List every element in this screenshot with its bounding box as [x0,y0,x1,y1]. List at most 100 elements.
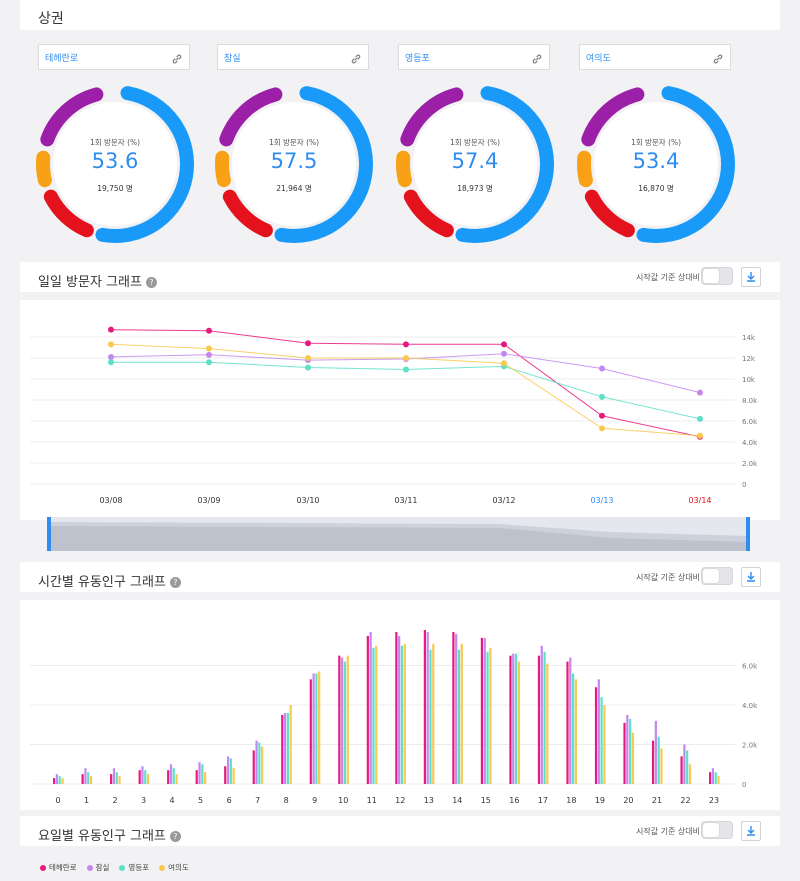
weekly-section-header [20,816,780,846]
legend-dot [119,865,126,871]
bar [138,770,141,784]
navigator-right-handle[interactable] [746,517,750,551]
bar [574,679,577,784]
help-icon[interactable]: ? [169,831,181,842]
legend-item[interactable]: 잠실 [86,863,109,872]
toggle-knob [703,569,719,583]
data-point [697,432,703,439]
y-tick-label: 12k [742,355,756,363]
area-header [20,0,780,30]
y-tick-label: 6.0k [742,663,758,671]
daily-relative-toggle[interactable] [701,267,733,285]
bar [460,643,463,784]
bar [654,720,657,784]
y-tick-label: 4.0k [742,702,758,710]
area-donut: 1회 방문자 (%) 57.5 21,964 명 [212,82,376,246]
first-visit-label: 1회 방문자 (%) [268,138,320,147]
area-tag-box[interactable]: 잠실 [217,44,369,70]
bar [175,774,178,784]
y-tick-label: 6.0k [742,418,758,426]
donut-segment-red [222,189,273,238]
y-tick-label: 0 [742,781,746,789]
bar [232,768,235,784]
area-tag-box[interactable]: 여의도 [579,44,731,70]
legend-dot [40,865,46,871]
bar [341,657,344,784]
daily-download-button[interactable] [741,267,761,287]
link-icon[interactable] [350,50,362,69]
bar [146,774,150,784]
legend-item[interactable]: 테헤란로 [40,863,77,872]
hourly-relative-toggle[interactable] [701,567,733,585]
navigator-left-handle[interactable] [47,517,51,551]
hourly-toggle-label: 시작값 기준 상대비 [636,573,700,582]
bar [84,768,87,784]
help-icon[interactable]: ? [145,277,157,288]
first-visit-percent: 57.5 [270,149,318,173]
donut-segment-blue [455,86,554,243]
link-icon[interactable] [171,50,183,69]
bar [603,705,606,784]
hourly-download-button[interactable] [741,567,761,587]
donut-segment-purple [581,87,645,147]
weekly-download-button[interactable] [741,821,761,841]
donut-segment-blue [274,86,373,243]
first-visit-label: 1회 방문자 (%) [449,138,501,147]
data-point [108,359,114,366]
hourly-bar-chart: 02.0k4.0k6.0k0 1 2 3 4 5 6 7 8 9 10 11 12 13 14 15 16 17 1… [20,600,780,810]
bar [346,655,349,784]
x-tick-label: 16 [509,796,519,805]
visitor-count: 21,964 명 [276,184,312,193]
daily-chart-title: 일일 방문자 그래프? [38,271,157,290]
donut-center [53,102,177,226]
x-tick-label: 12 [395,796,405,805]
bar [657,736,660,784]
donut-segment-orange [577,150,593,188]
x-tick-label: 03/12 [492,496,515,505]
legend-dot [86,865,93,871]
bar [569,657,572,784]
bar [286,712,289,784]
data-point [403,366,409,373]
bar [717,776,720,784]
x-tick-label: 03/09 [197,496,220,505]
bar [112,768,116,784]
bar [198,762,201,784]
bar [660,748,663,784]
bar [58,776,61,784]
bar [229,758,232,784]
bar [480,637,484,784]
range-navigator[interactable] [0,514,800,554]
data-point [206,351,212,358]
toggle-knob [703,269,719,283]
download-icon [747,572,755,582]
x-tick-label: 19 [595,796,605,805]
legend-item[interactable]: 영등포 [119,863,149,872]
area-tag-box[interactable]: 테헤란로 [38,44,190,70]
hourly-section-header [20,562,780,592]
bar [369,631,372,784]
bar [680,756,683,784]
weekly-relative-toggle[interactable] [701,821,733,839]
area-name: 영등포 [405,54,430,64]
area-tag-box[interactable]: 영등포 [398,44,550,70]
bar [172,768,175,784]
bar [594,687,598,784]
legend-item[interactable]: 여의도 [159,863,189,872]
donut-segment-purple [400,87,464,147]
bar [600,697,603,784]
x-tick-label: 03/08 [99,496,122,505]
bar [714,772,717,784]
help-icon[interactable]: ? [169,577,181,588]
bar [55,774,58,784]
bar [631,732,635,784]
link-icon[interactable] [531,50,543,69]
donut-segment-purple [219,87,283,147]
visitor-count: 16,870 명 [638,184,674,193]
data-point [599,412,605,419]
link-icon[interactable] [712,50,724,69]
data-point [108,341,114,348]
bar [457,649,461,784]
y-tick-label: 2.0k [742,742,758,750]
x-tick-label: 23 [709,796,719,805]
